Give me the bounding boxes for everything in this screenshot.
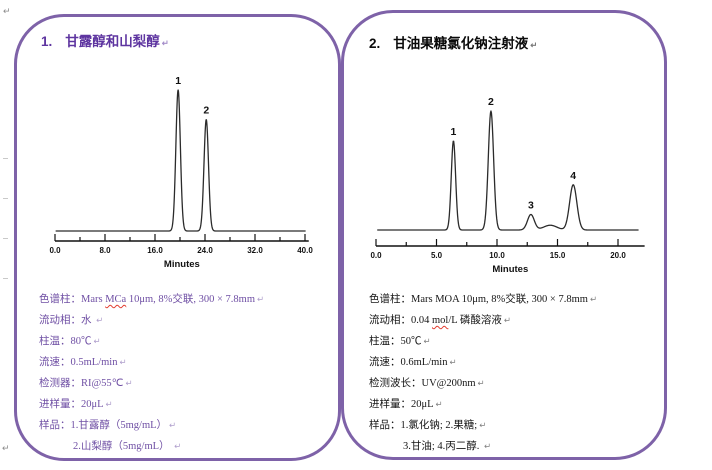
spec-line: 流速：0.5mL/min ↵ [39,352,264,373]
spec-line: 流速：0.6mL/min ↵ [369,352,597,373]
x-tick-label: 24.0 [197,246,213,255]
x-tick-label: 0.0 [49,246,61,255]
spec-line: 3.甘油; 4.丙二醇. ↵ [369,436,597,457]
spec-text: 样品：1.氯化钠; 2.果糖; [369,420,478,431]
line-break-mark: ↵ [93,336,101,346]
chromatogram-1: 0.0 8.0 16.0 24.0 32.0 40.0 Minutes 1 2 [49,75,313,270]
peak-label: 4 [570,170,576,182]
x-tick-label: 40.0 [297,246,313,255]
misspelled-word: MCa [105,294,127,305]
spec-text: 流速：0.6mL/min [369,357,448,368]
line-break-mark: ↵ [484,441,492,451]
line-break-mark: ↵ [257,294,265,304]
spec-text: 2.山梨醇（5mg/mL） [73,441,173,452]
line-break-mark: ↵ [125,378,133,388]
spec-text: 柱温：80℃ [39,336,92,347]
spec-line: 样品：1.甘露醇（5mg/mL） ↵ [39,415,264,436]
peak-label: 1 [451,126,457,138]
line-break-mark: ↵ [423,336,431,346]
spec-text: 样品：1.甘露醇（5mg/mL） [39,420,168,431]
spec-line: 流动相：水 ↵ [39,310,264,331]
line-break-mark: ↵ [530,40,538,50]
spec-text: 3.甘油; 4.丙二醇. [403,441,483,452]
paragraph-mark: ↵ [2,443,10,453]
list-number: 2. [369,36,381,51]
spec-text: /L 磷酸溶液 [448,315,502,326]
panel-title-1: 1. 甘露醇和山梨醇 ↵ [41,30,169,50]
margin-tick [3,238,8,239]
spec-line: 检测波长：UV@200nm ↵ [369,373,597,394]
method-specs-2: 色谱柱：Mars MOA 10μm, 8%交联, 300 × 7.8mm ↵ 流动相… [369,289,597,457]
x-axis-title: Minutes [492,264,528,275]
chromatogram-trace [55,89,307,232]
peak-label: 2 [488,96,494,108]
line-break-mark: ↵ [449,357,457,367]
margin-tick [3,198,8,199]
spec-text: 色谱柱：Mars [39,294,106,305]
line-break-mark: ↵ [169,420,177,430]
x-tick-label: 0.0 [370,251,382,260]
line-break-mark: ↵ [479,420,487,430]
x-tick-label: 8.0 [99,246,111,255]
line-break-mark: ↵ [503,315,512,325]
peak-label: 3 [528,200,534,212]
spec-text: 进样量：20μL [39,399,104,410]
method-specs-1: 色谱柱：Mars MCa 10μm, 8%交联, 300 × 7.8mm ↵ 流动相… [39,289,264,457]
spec-text: 色谱柱：Mars MOA 10μm, 8%交联, 300 × 7.8mm [369,294,588,305]
panel-title-2: 2. 甘油果糖氯化钠注射液 ↵ [369,32,537,52]
spec-text: 进样量：20μL [369,399,434,410]
spec-line: 柱温：50℃ ↵ [369,331,597,352]
line-break-mark: ↵ [435,399,443,409]
paragraph-mark: ↵ [3,6,11,16]
spec-text: 流速：0.5mL/min [39,357,118,368]
line-break-mark: ↵ [105,399,113,409]
x-tick-label: 32.0 [247,246,263,255]
margin-tick [3,278,8,279]
x-tick-label: 15.0 [550,251,566,260]
spec-line: 色谱柱：Mars MCa 10μm, 8%交联, 300 × 7.8mm ↵ [39,289,264,310]
spec-line: 柱温：80℃ ↵ [39,331,264,352]
line-break-mark: ↵ [96,315,104,325]
x-tick-label: 5.0 [431,251,443,260]
line-break-mark: ↵ [119,357,127,367]
line-break-mark: ↵ [161,38,169,48]
x-tick-label: 20.0 [610,251,626,260]
spec-line: 进样量：20μL ↵ [39,394,264,415]
spec-text: 流动相：水 [39,315,95,326]
spec-line: 流动相：0.04 mol/L 磷酸溶液 ↵ [369,310,597,331]
misspelled-word: mol [432,315,449,326]
peak-label: 2 [203,105,209,117]
spec-text: 10μm, 8%交联, 300 × 7.8mm [126,294,256,305]
spec-text: 柱温：50℃ [369,336,422,347]
margin-tick [3,158,8,159]
panel-mannitol-sorbitol: 1. 甘露醇和山梨醇 ↵ 0.0 8.0 16.0 24.0 32.0 40.0 Minutes… [14,14,341,461]
line-break-mark: ↵ [174,441,182,451]
list-number: 1. [41,34,53,49]
spec-line: 进样量：20μL ↵ [369,394,597,415]
spec-text: 检测器：RI@55℃ [39,378,124,389]
chromatogram-trace [377,110,639,231]
spec-line: 色谱柱：Mars MOA 10μm, 8%交联, 300 × 7.8mm ↵ [369,289,597,310]
x-tick-label: 16.0 [147,246,163,255]
panel-glycerol-fructose-injection: 2. 甘油果糖氯化钠注射液 ↵ 0.0 5.0 10.0 15.0 20.0 Minutes 1… [341,10,667,460]
peak-label: 1 [175,75,181,87]
line-break-mark: ↵ [589,294,598,304]
x-tick-label: 10.0 [489,251,505,260]
panel-title-text: 甘露醇和山梨醇 [65,34,160,49]
line-break-mark: ↵ [477,378,485,388]
x-axis-title: Minutes [164,259,200,270]
spec-text: 检测波长：UV@200nm [369,378,476,389]
spec-text: 流动相：0.04 [369,315,432,326]
spec-line: 2.山梨醇（5mg/mL） ↵ [39,436,264,457]
spec-line: 检测器：RI@55℃ ↵ [39,373,264,394]
panel-title-text: 甘油果糖氯化钠注射液 [393,36,529,51]
spec-line: 样品：1.氯化钠; 2.果糖; ↵ [369,415,597,436]
chromatogram-2: 0.0 5.0 10.0 15.0 20.0 Minutes 1 2 3 4 [370,96,645,275]
